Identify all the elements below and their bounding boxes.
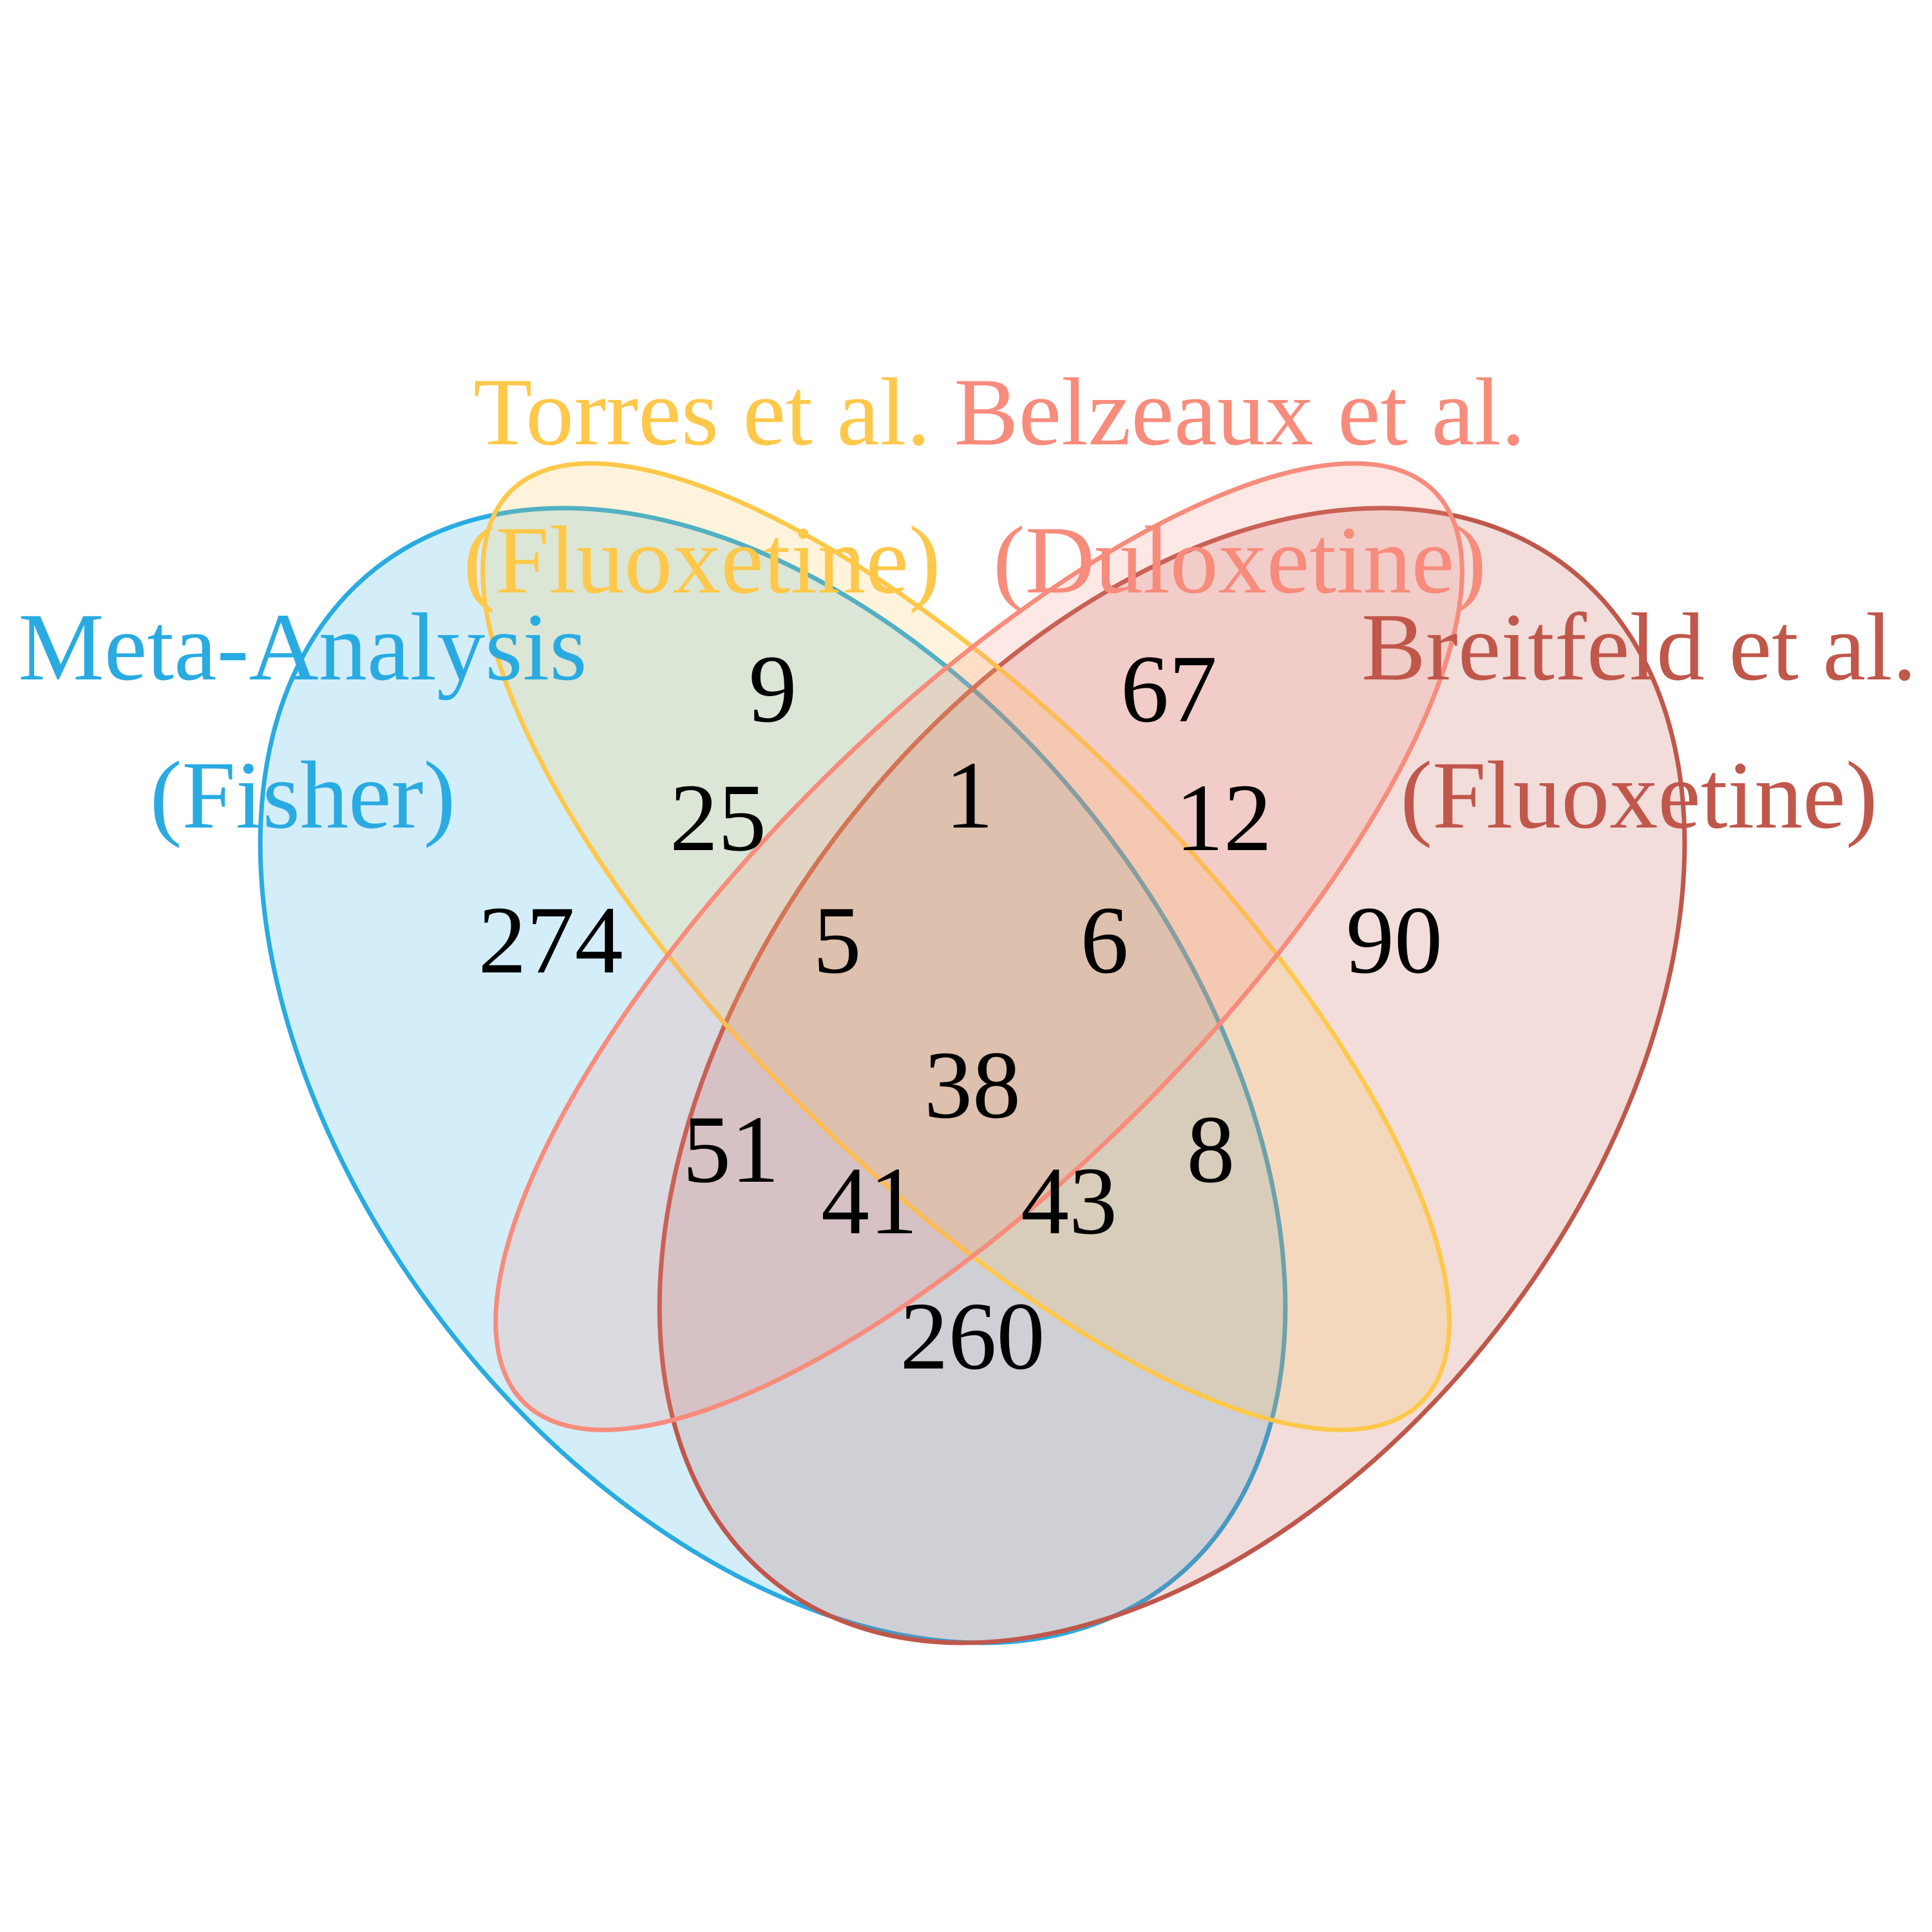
- set-label-torres-name: Torres et al.: [473, 359, 931, 466]
- count-meta-belzeaux-breitfeld: 41: [821, 1148, 918, 1255]
- count-meta-belzeaux: 51: [683, 1096, 779, 1203]
- count-belzeaux-breitfeld: 12: [1175, 764, 1272, 871]
- set-ellipse-belzeaux: [493, 461, 1464, 1432]
- count-belzeaux-only: 67: [1121, 636, 1217, 743]
- set-label-meta-subtitle: (Fisher): [150, 742, 456, 849]
- set-label-belzeaux-subtitle: (Duloxetine): [993, 507, 1486, 614]
- count-meta-torres-breitfeld: 43: [1021, 1148, 1117, 1255]
- count-torres-breitfeld: 8: [1187, 1096, 1235, 1203]
- set-label-torres-subtitle: (Fluoxetine): [463, 507, 941, 614]
- count-meta-breitfeld: 260: [900, 1283, 1045, 1390]
- count-meta-torres-belzeaux: 5: [813, 887, 862, 994]
- count-torres-only: 9: [749, 636, 797, 743]
- count-torres-belzeaux: 1: [945, 742, 994, 849]
- set-label-breitfeld-subtitle: (Fluoxetine): [1400, 742, 1878, 849]
- count-meta-only: 274: [478, 887, 623, 994]
- count-meta-torres: 25: [670, 764, 766, 871]
- count-breitfeld-only: 90: [1346, 887, 1443, 994]
- count-all-four: 38: [924, 1032, 1021, 1139]
- set-label-meta-name: Meta-Analysis: [18, 594, 587, 701]
- count-torres-belzeaux-breitfeld: 6: [1081, 887, 1129, 994]
- set-label-belzeaux-name: Belzeaux et al.: [954, 359, 1525, 466]
- set-ellipse-torres: [480, 461, 1452, 1432]
- set-label-breitfeld-name: Breitfeld et al.: [1361, 594, 1917, 701]
